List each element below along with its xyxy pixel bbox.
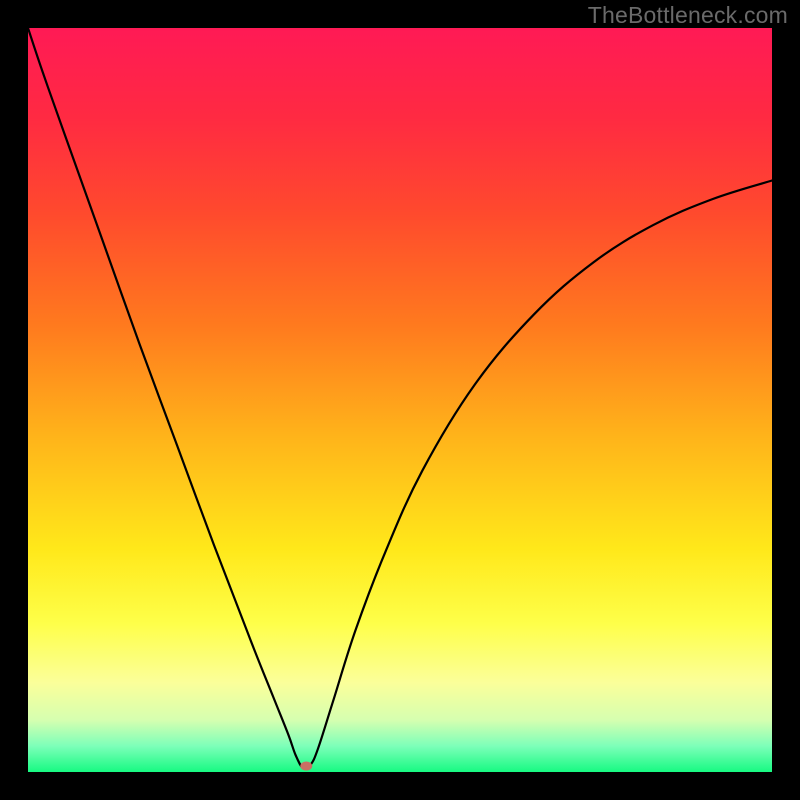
gradient-background xyxy=(28,28,772,772)
plot-area xyxy=(28,28,772,772)
chart-container: TheBottleneck.com xyxy=(0,0,800,800)
optimal-marker xyxy=(300,762,312,771)
watermark-text: TheBottleneck.com xyxy=(588,2,788,29)
gradient-line-chart xyxy=(28,28,772,772)
